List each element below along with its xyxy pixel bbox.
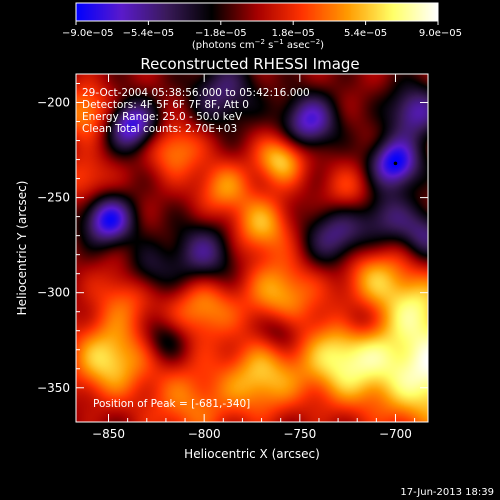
x-tick-label: −850 [92, 427, 125, 441]
y-axis-label: Heliocentric Y (arcsec) [15, 181, 29, 316]
heatmap-image [76, 74, 428, 422]
x-tick-label: −800 [188, 427, 221, 441]
colorbar-frame [75, 2, 439, 22]
plot-frame [75, 73, 429, 423]
colorbar-tick-label: −1.8e−05 [195, 28, 247, 39]
colorbar-tick-label: −5.4e−05 [123, 28, 175, 39]
y-tick-label: −250 [37, 191, 70, 205]
colorbar-tick-labels: −9.0e−05 −5.4e−05 −1.8e−05 1.8e−05 5.4e−05 9.… [62, 28, 462, 39]
colorbar-unit-label: (photons cm−2 s−1 asec−2) [192, 38, 324, 51]
chart-title: Reconstructed RHESSI Image [140, 55, 359, 73]
info-clean-counts: Clean Total counts: 2.70E+03 [82, 123, 237, 135]
colorbar-tick-label: 9.0e−05 [419, 28, 462, 39]
colorbar-tick-label: 1.8e−05 [272, 28, 315, 39]
colorbar-gradient [76, 3, 438, 21]
x-tick-label: −700 [379, 427, 412, 441]
colorbar-tick-label: 5.4e−05 [344, 28, 387, 39]
x-tick-label: −750 [283, 427, 316, 441]
info-time-range: 29-Oct-2004 05:38:56.000 to 05:42:16.000 [82, 87, 310, 99]
peak-position-label: Position of Peak = [-681,-340] [93, 398, 250, 410]
x-axis-label: Heliocentric X (arcsec) [184, 447, 320, 461]
y-tick-label: −350 [37, 381, 70, 395]
y-tick-label: −200 [37, 96, 70, 110]
colorbar-tick-label: −9.0e−05 [62, 28, 114, 39]
render-timestamp: 17-Jun-2013 18:39 [400, 487, 494, 498]
info-energy-range: Energy Range: 25.0 - 50.0 keV [82, 111, 243, 123]
x-axis-ticks: −850 −800 −750 −700 [92, 74, 416, 441]
y-axis-ticks: −350 −300 −250 −200 [37, 83, 428, 395]
info-detectors: Detectors: 4F 5F 6F 7F 8F, Att 0 [82, 99, 249, 111]
peak-marker [393, 161, 398, 166]
y-tick-label: −300 [37, 286, 70, 300]
colorbar-ticks [75, 21, 439, 25]
